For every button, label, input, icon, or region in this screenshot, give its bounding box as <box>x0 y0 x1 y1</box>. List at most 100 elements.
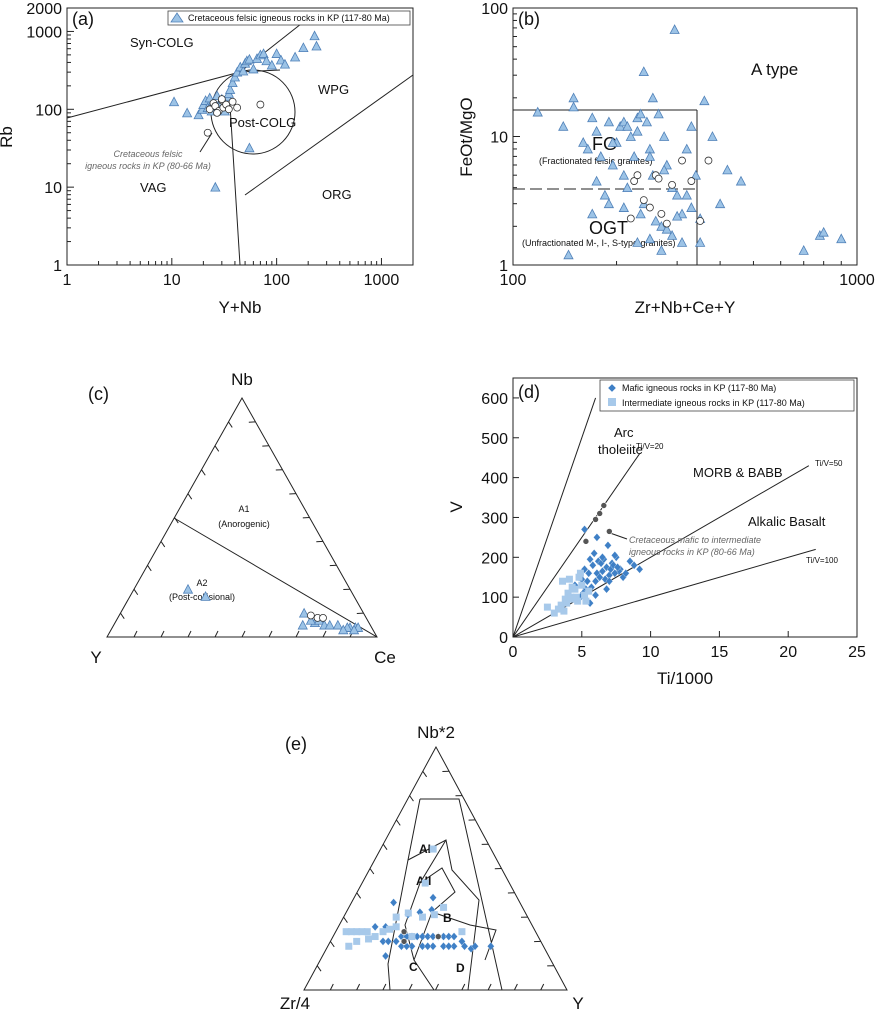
data-point <box>611 551 619 560</box>
data-point <box>554 605 562 613</box>
data-point <box>213 108 221 117</box>
data-point <box>471 942 479 951</box>
data-point <box>676 237 688 247</box>
ternary-tick <box>487 983 492 991</box>
data-point <box>224 105 233 114</box>
data-point <box>582 538 590 545</box>
data-point <box>306 611 315 620</box>
data-point <box>722 164 733 175</box>
data-point <box>582 143 593 154</box>
panel-e-triangle <box>303 745 568 991</box>
field-ai: AI <box>419 842 431 856</box>
panel-a-legend: Cretaceous felsic igneous rocks in KP (1… <box>167 10 411 26</box>
data-point <box>735 175 747 186</box>
panel-c: (c) Nb Y Ce A1 (Anorogenic) A2 (Post-col… <box>88 370 396 667</box>
data-point <box>363 928 371 936</box>
data-point <box>311 40 322 51</box>
ternary-tick <box>382 983 387 991</box>
data-point <box>638 66 649 76</box>
data-point <box>275 54 287 65</box>
ternary-tick <box>540 983 545 991</box>
data-point <box>582 597 590 605</box>
data-point <box>458 928 466 936</box>
data-point <box>460 942 469 951</box>
ternary-tick <box>174 517 179 524</box>
data-point <box>635 208 646 219</box>
field-ogt-desc: (Unfractionated M-, I-, S-type granites) <box>522 238 676 248</box>
ternary-tick <box>356 983 361 991</box>
data-point <box>622 120 633 131</box>
panel-c-apex-right: Ce <box>374 648 396 667</box>
x-tick-label: 25 <box>848 644 866 661</box>
data-point <box>647 92 659 103</box>
panel-a-annotation-line2: igneous rocks in KP (80-66 Ma) <box>85 161 211 171</box>
y-tick-label: 10 <box>490 130 508 147</box>
ternary-tick <box>133 588 139 596</box>
data-point <box>676 208 688 219</box>
y-tick-label: 100 <box>481 1 508 18</box>
data-point <box>686 202 697 212</box>
ternary-tick <box>395 819 401 826</box>
data-point <box>681 189 692 200</box>
data-point <box>168 96 180 107</box>
panel-a-ylabel: Rb <box>0 126 16 148</box>
panel-a-legend-box <box>167 10 411 26</box>
ternary-tick <box>241 630 246 638</box>
ternary-tick <box>329 983 334 991</box>
data-point <box>607 137 618 147</box>
field-a1: A1 <box>238 504 249 514</box>
data-point <box>678 156 686 165</box>
ratio-label-100: Ti/V=100 <box>806 556 838 565</box>
data-point <box>572 593 580 601</box>
panel-d-annotation-line2: igneous rocks in KP (80-66 Ma) <box>629 547 755 557</box>
ternary-tick <box>120 612 125 619</box>
ternary-tick <box>160 630 165 638</box>
panel-e-label: (e) <box>285 734 307 754</box>
panel-c-label: (c) <box>88 384 109 404</box>
panel-b-label: (b) <box>518 9 540 29</box>
data-point <box>386 925 394 933</box>
data-point <box>591 125 602 136</box>
panel-c-points <box>182 583 364 635</box>
field-wpg: WPG <box>318 82 349 97</box>
ternary-tick <box>201 469 206 476</box>
y-tick-label: 500 <box>481 431 508 448</box>
ternary-tick <box>187 493 193 500</box>
panel-a-frame <box>66 7 414 266</box>
data-point <box>371 922 379 932</box>
data-point <box>429 942 437 951</box>
data-point <box>421 879 429 887</box>
data-point <box>630 177 639 185</box>
panel-e-ticks <box>316 770 554 991</box>
data-point <box>392 937 400 946</box>
ternary-tick <box>422 771 428 778</box>
data-point <box>661 223 672 234</box>
data-point <box>450 942 458 951</box>
data-point <box>633 171 642 180</box>
ternary-tick <box>228 421 233 428</box>
data-point <box>271 48 282 58</box>
data-point <box>704 156 713 165</box>
ternary-tick <box>214 630 219 638</box>
data-point <box>622 182 633 193</box>
panel-d-legend: Mafic igneous rocks in KP (117-80 Ma) In… <box>599 379 855 412</box>
field-post-colg: Post-COLG <box>229 115 296 130</box>
data-point <box>258 48 269 58</box>
data-point <box>580 525 589 534</box>
panel-e: (e) Nb*2 Zr/4 Y AI AII B C D <box>280 723 584 1013</box>
data-point <box>445 942 453 951</box>
legend-triangle-marker <box>170 12 184 23</box>
data-point <box>568 101 579 112</box>
data-point <box>418 932 427 941</box>
data-point <box>424 932 432 941</box>
data-point <box>266 59 277 70</box>
y-tick-label: 0 <box>499 630 508 647</box>
panel-d-xlabel: Ti/1000 <box>657 669 713 688</box>
data-point <box>714 198 726 209</box>
data-point <box>644 151 656 161</box>
panel-e-boundary-outer <box>420 798 503 991</box>
data-point <box>671 210 683 221</box>
data-point <box>384 937 392 946</box>
panel-d: (d) Arc tholeiite MORB & BABB Alkalic Ba… <box>447 377 866 688</box>
x-tick-label: 1 <box>63 272 72 289</box>
